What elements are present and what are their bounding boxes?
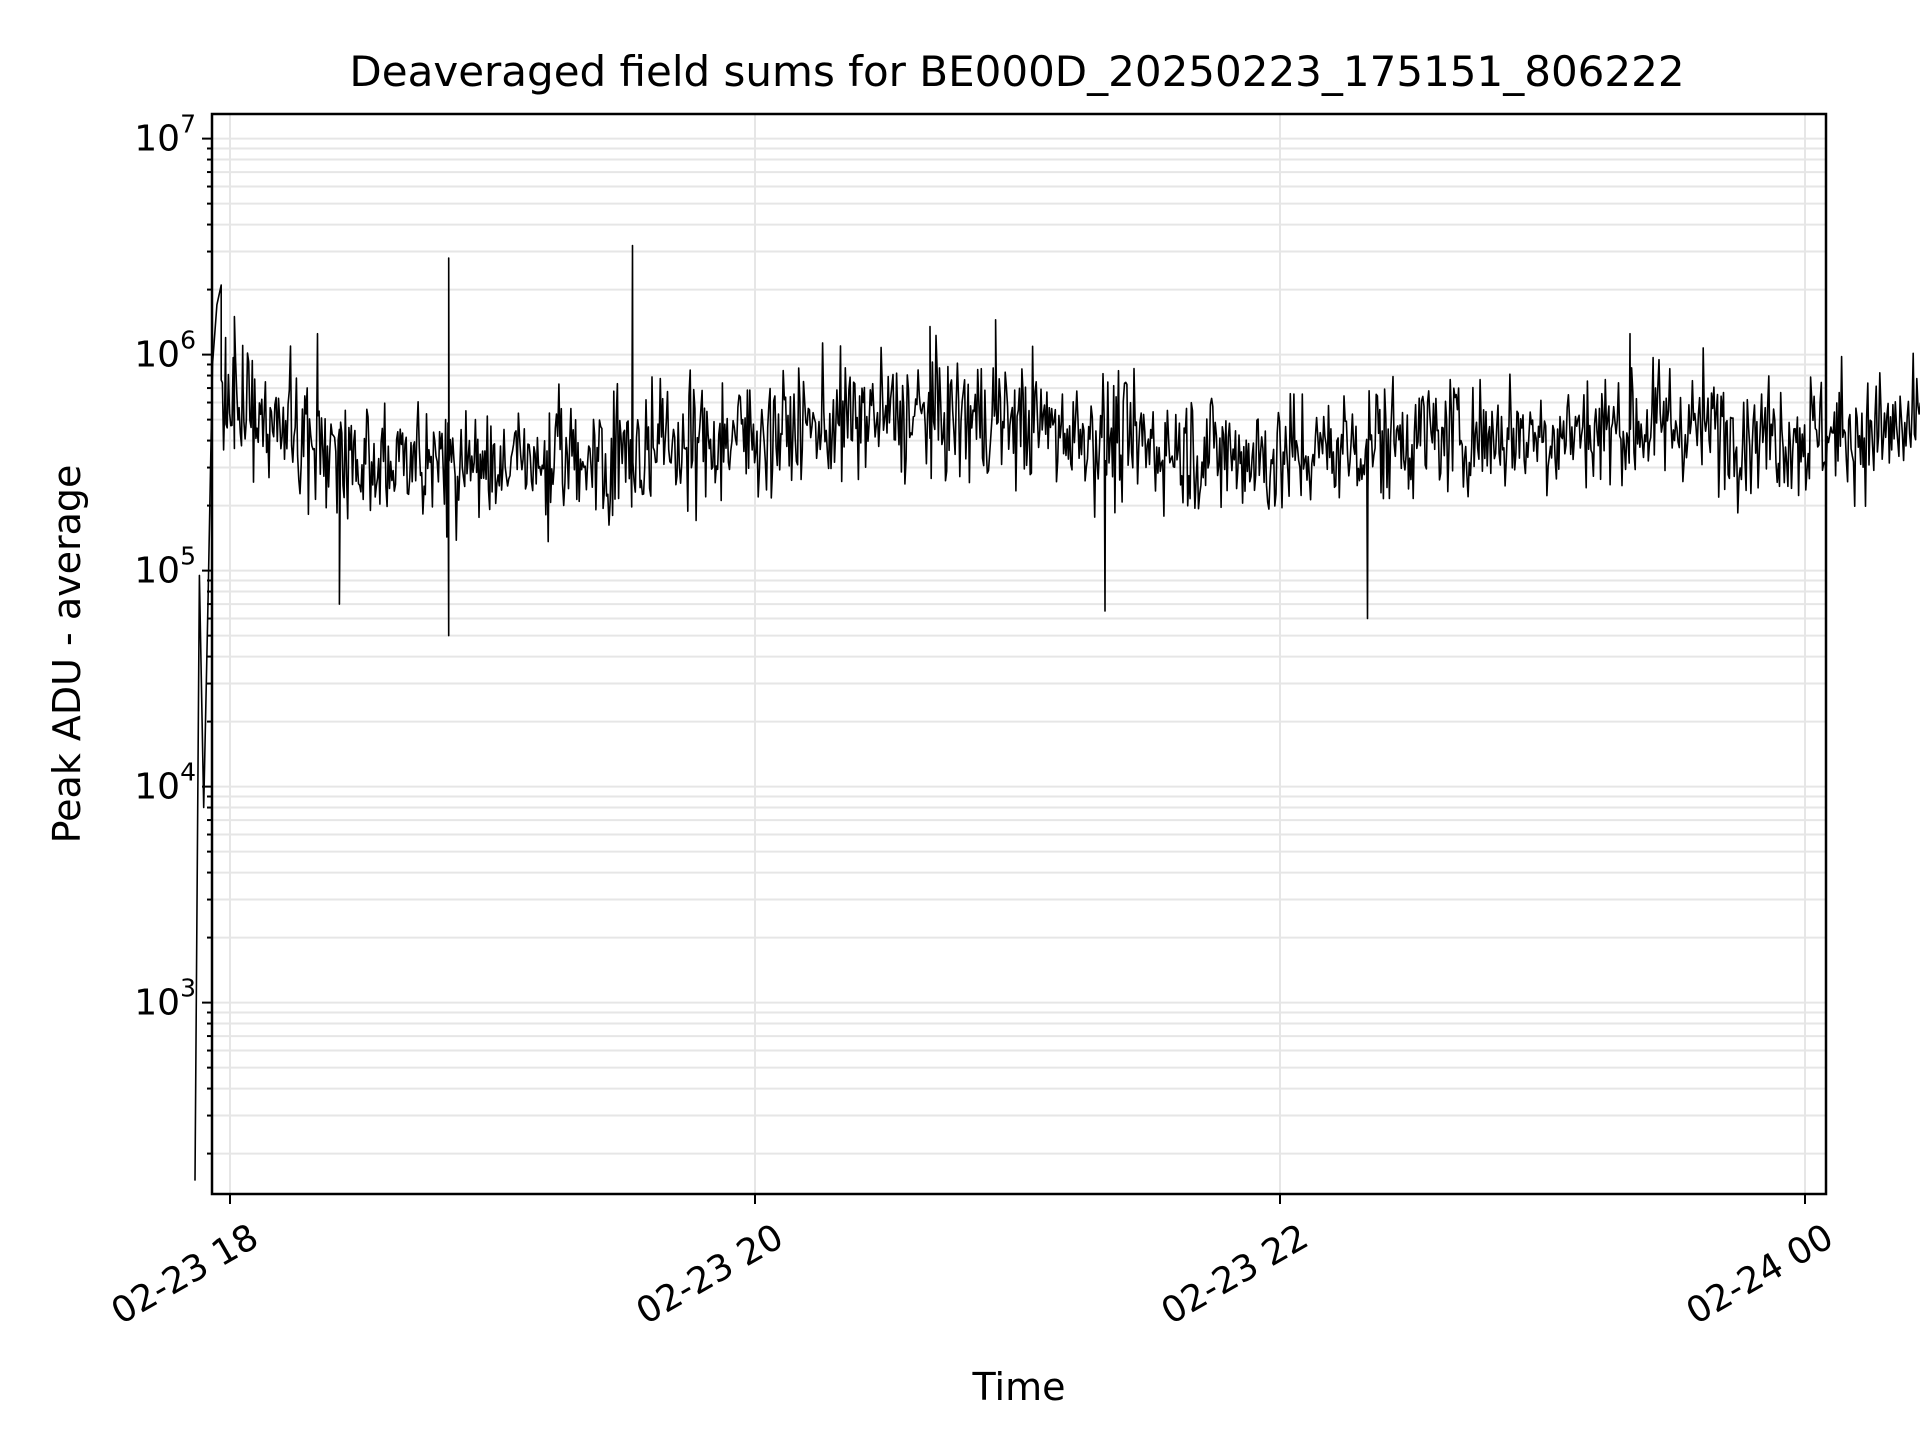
plot-frame xyxy=(210,112,1828,1196)
y-tick-label: 107 xyxy=(134,110,196,160)
x-axis-label: Time xyxy=(972,1365,1066,1409)
x-tick-label: 02-23 22 xyxy=(1155,1216,1316,1332)
y-tick-label: 105 xyxy=(134,542,196,592)
chart-title: Deaveraged field sums for BE000D_2025022… xyxy=(349,47,1684,96)
y-tick-label: 106 xyxy=(134,326,196,376)
x-tick-label: 02-23 18 xyxy=(105,1216,266,1332)
x-tick-label: 02-23 20 xyxy=(630,1216,791,1332)
y-tick-label: 103 xyxy=(134,974,196,1024)
series-line xyxy=(194,244,1920,1181)
x-tick-label: 02-24 00 xyxy=(1680,1216,1841,1332)
grid xyxy=(212,114,1826,1194)
y-axis-label: Peak ADU - average xyxy=(45,465,89,844)
y-tick-label: 104 xyxy=(134,758,196,808)
